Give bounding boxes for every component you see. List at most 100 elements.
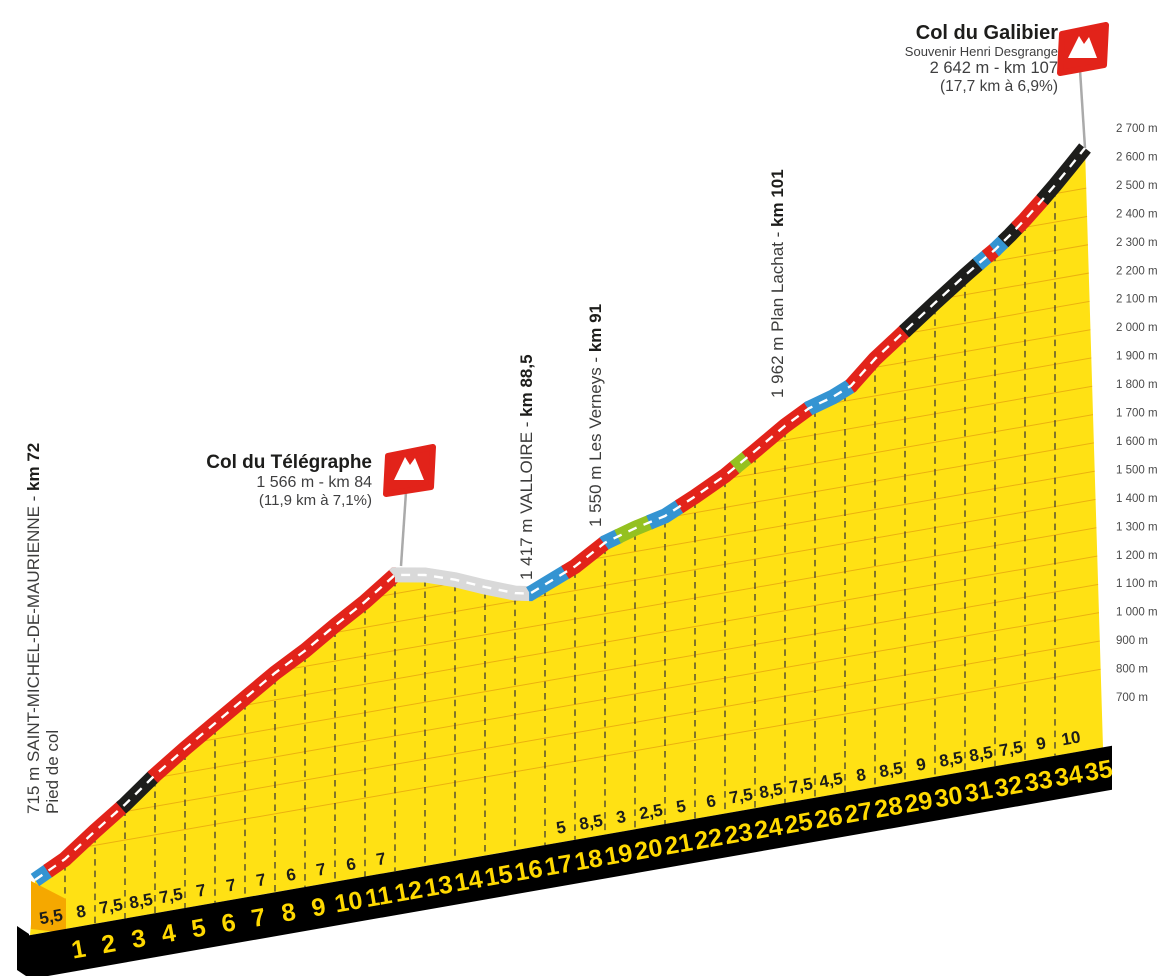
svg-text:1 100 m: 1 100 m	[1116, 578, 1158, 590]
svg-text:1 000 m: 1 000 m	[1116, 607, 1158, 619]
km-axis-labels: 1 2 3 4 5 6 7 8 9 1011121314151617181920212223242…	[69, 755, 1114, 965]
svg-text:15: 15	[482, 860, 514, 892]
svg-text:10: 10	[1060, 727, 1082, 749]
svg-text:34: 34	[1052, 760, 1084, 792]
svg-text:2 500 m: 2 500 m	[1116, 180, 1158, 192]
telegraphe-flag	[383, 444, 436, 567]
svg-text:19: 19	[602, 839, 634, 871]
waypoint-label-start: 715 m SAINT-MICHEL-DE-MAURIENNE - km 72 …	[24, 443, 62, 814]
svg-text:7,5: 7,5	[788, 774, 815, 797]
route-centerline	[34, 147, 1086, 881]
svg-text:9: 9	[915, 754, 928, 774]
waypoint-label-plan-lachat: 1 962 m Plan Lachat - km 101	[768, 169, 787, 398]
svg-text:6: 6	[705, 791, 718, 811]
svg-text:2,5: 2,5	[638, 800, 665, 823]
svg-text:30: 30	[932, 781, 964, 813]
svg-text:24: 24	[752, 813, 784, 845]
svg-text:7,5: 7,5	[998, 737, 1025, 760]
svg-text:5: 5	[189, 913, 208, 943]
km-axis-band	[17, 745, 1112, 976]
summit-stats: (11,9 km à 7,1%)	[258, 492, 372, 509]
svg-text:800 m: 800 m	[1116, 664, 1148, 676]
svg-text:700 m: 700 m	[1116, 692, 1148, 704]
svg-text:9: 9	[309, 893, 328, 923]
svg-text:7: 7	[375, 849, 388, 869]
svg-text:13: 13	[422, 870, 454, 902]
summit-subtitle: Souvenir Henri Desgrange	[904, 44, 1058, 59]
svg-text:1 400 m: 1 400 m	[1116, 493, 1158, 505]
svg-text:8,5: 8,5	[578, 811, 605, 834]
svg-text:900 m: 900 m	[1116, 635, 1148, 647]
svg-text:8,5: 8,5	[128, 890, 155, 913]
waypoint-sub-line: Pied de col	[43, 729, 62, 814]
svg-text:1 700 m: 1 700 m	[1116, 408, 1158, 420]
summit-altitude-km: 1 566 m - km 84	[256, 474, 372, 491]
svg-text:1 800 m: 1 800 m	[1116, 379, 1158, 391]
svg-text:4: 4	[159, 919, 178, 949]
elevation-axis: 2 700 m 2 600 m 2 500 m 2 400 m 2 300 m 2 200…	[1116, 123, 1158, 704]
svg-text:7: 7	[315, 859, 328, 879]
svg-text:26: 26	[812, 802, 844, 834]
summit-name: Col du Télégraphe	[206, 452, 372, 473]
summit-altitude-km: 2 642 m - km 107	[929, 59, 1058, 77]
svg-text:2 700 m: 2 700 m	[1116, 123, 1158, 135]
svg-text:18: 18	[572, 844, 604, 876]
svg-text:28: 28	[872, 792, 904, 824]
summit-label-galibier: Col du Galibier Souvenir Henri Desgrange…	[818, 22, 1058, 96]
gradient-labels: 5,5 8 7,5 8,5 7,5 7 7 7 6 7 6 75 8,5 3 2,5 5 6 7,5 8,5 7,5 4…	[38, 727, 1082, 928]
svg-text:3: 3	[615, 807, 628, 827]
svg-text:16: 16	[512, 855, 544, 887]
svg-text:2 000 m: 2 000 m	[1116, 322, 1158, 334]
svg-text:2 400 m: 2 400 m	[1116, 208, 1158, 220]
svg-text:20: 20	[632, 834, 664, 866]
svg-text:31: 31	[962, 776, 994, 808]
mountain-icon	[1068, 36, 1097, 58]
km-gridlines	[64, 190, 1056, 929]
svg-text:17: 17	[542, 849, 574, 881]
svg-text:5,5: 5,5	[38, 905, 65, 928]
svg-text:1 200 m: 1 200 m	[1116, 550, 1158, 562]
svg-text:22: 22	[692, 823, 724, 855]
svg-text:1 900 m: 1 900 m	[1116, 351, 1158, 363]
svg-text:25: 25	[782, 807, 814, 839]
svg-text:14: 14	[452, 865, 484, 897]
svg-text:2 100 m: 2 100 m	[1116, 294, 1158, 306]
profile-area	[30, 148, 1103, 936]
svg-text:8,5: 8,5	[758, 779, 785, 802]
svg-text:7: 7	[255, 870, 268, 890]
svg-text:9: 9	[1035, 733, 1048, 753]
svg-text:2: 2	[99, 929, 118, 959]
summit-label-telegraphe: Col du Télégraphe 1 566 m - km 84 (11,9 …	[146, 452, 372, 510]
svg-text:2 600 m: 2 600 m	[1116, 151, 1158, 163]
svg-text:7: 7	[225, 875, 238, 895]
svg-text:33: 33	[1022, 765, 1054, 797]
svg-text:11: 11	[363, 881, 394, 913]
svg-text:10: 10	[332, 886, 364, 918]
svg-text:5: 5	[675, 796, 688, 816]
svg-text:7: 7	[249, 903, 268, 933]
svg-text:8: 8	[279, 898, 298, 928]
svg-text:7,5: 7,5	[158, 884, 185, 907]
svg-text:2 300 m: 2 300 m	[1116, 237, 1158, 249]
svg-text:8,5: 8,5	[938, 748, 965, 771]
summit-name: Col du Galibier	[915, 22, 1058, 44]
svg-text:29: 29	[902, 786, 934, 818]
waypoint-main-line: 715 m SAINT-MICHEL-DE-MAURIENNE - km 72	[24, 442, 43, 814]
svg-text:1 500 m: 1 500 m	[1116, 464, 1158, 476]
svg-text:8,5: 8,5	[968, 743, 995, 766]
svg-text:7,5: 7,5	[728, 785, 755, 808]
waypoint-label-valloire: 1 417 m VALLOIRE - km 88,5	[517, 354, 536, 580]
svg-text:7,5: 7,5	[98, 895, 125, 918]
galibier-flag	[1057, 22, 1109, 149]
svg-text:35: 35	[1082, 755, 1114, 787]
svg-text:32: 32	[992, 771, 1024, 803]
svg-text:27: 27	[842, 797, 874, 829]
waypoint-label-les-verneys: 1 550 m Les Verneys - km 91	[586, 303, 605, 527]
svg-text:8: 8	[75, 901, 88, 921]
svg-text:5: 5	[555, 817, 568, 837]
svg-text:1: 1	[69, 934, 88, 964]
mountain-icon	[394, 457, 424, 480]
svg-text:7: 7	[195, 880, 208, 900]
